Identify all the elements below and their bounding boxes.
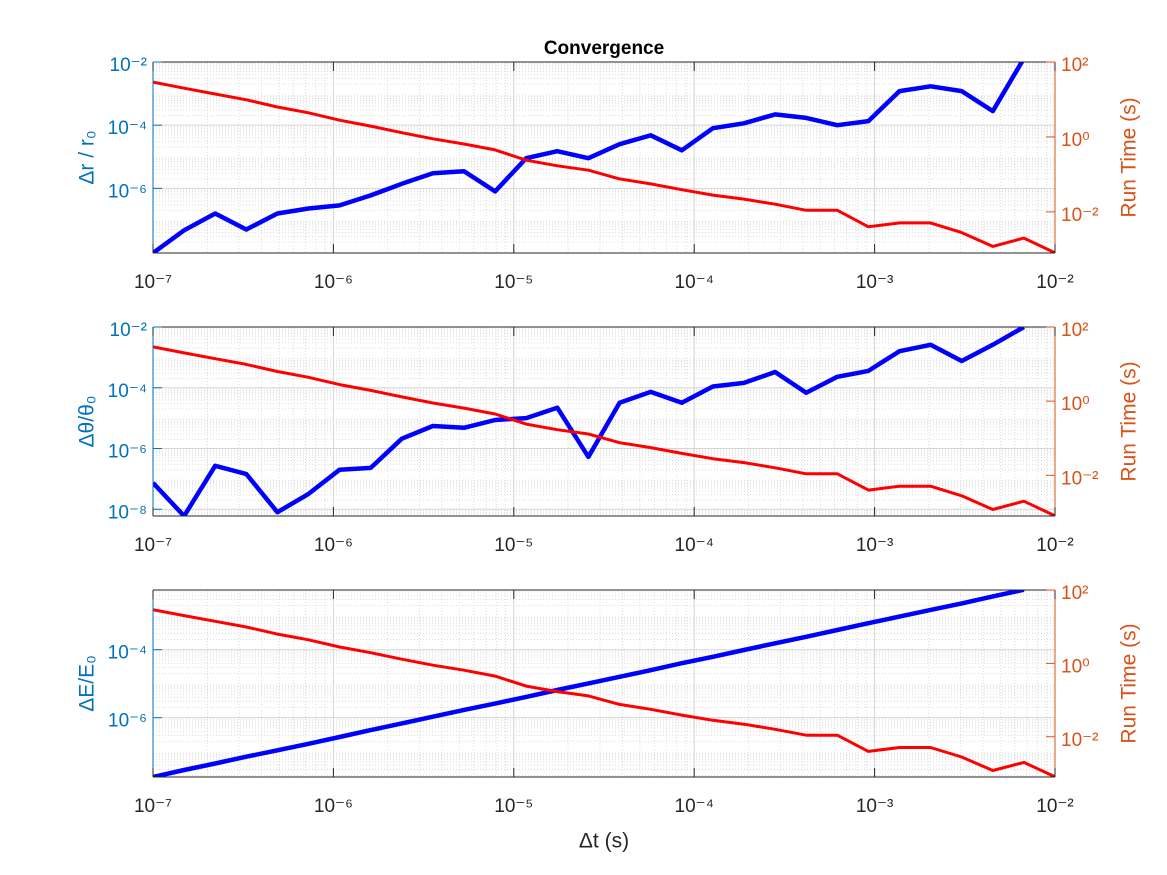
y-tick-label: 10⁻⁴ xyxy=(108,381,147,402)
data-line xyxy=(153,608,1055,777)
chart-title: Convergence xyxy=(544,38,664,59)
y2-tick-label: 10⁰ xyxy=(1061,394,1090,415)
x-tick-label: 10⁻⁷ xyxy=(134,272,172,293)
y2-tick-label: 10⁻² xyxy=(1061,468,1099,489)
y2-tick-label: 10² xyxy=(1061,55,1088,76)
data-line xyxy=(153,80,1055,253)
x-tick-label: 10⁻⁶ xyxy=(314,535,353,556)
y2-axis-label: Run Time (s) xyxy=(1118,97,1141,217)
y2-tick-label: 10² xyxy=(1061,320,1088,341)
x-tick-label: 10⁻² xyxy=(1036,272,1074,293)
y-tick-label: 10⁻⁸ xyxy=(108,502,147,523)
y2-tick-label: 10⁻² xyxy=(1061,205,1099,226)
y2-tick-label: 10⁻² xyxy=(1061,730,1099,751)
x-tick-label: 10⁻⁶ xyxy=(314,272,353,293)
y-axis-label: Δr / r₀ xyxy=(76,130,99,184)
x-axis-label: Δt (s) xyxy=(579,830,629,853)
x-tick-label: 10⁻⁴ xyxy=(675,535,714,556)
data-line xyxy=(153,590,1025,777)
y2-tick-label: 10⁰ xyxy=(1061,130,1090,151)
y-tick-label: 10⁻⁴ xyxy=(108,118,147,139)
x-tick-label: 10⁻⁴ xyxy=(675,272,714,293)
x-tick-label: 10⁻³ xyxy=(856,272,894,293)
x-tick-label: 10⁻⁴ xyxy=(675,796,714,817)
y2-tick-label: 10² xyxy=(1061,583,1088,604)
y-tick-label: 10⁻⁴ xyxy=(108,643,147,664)
y-tick-label: 10⁻⁶ xyxy=(108,442,147,463)
x-tick-label: 10⁻⁵ xyxy=(494,535,533,556)
x-tick-label: 10⁻² xyxy=(1036,535,1074,556)
x-tick-label: 10⁻⁷ xyxy=(134,796,172,817)
y-axis-label: Δθ/θ₀ xyxy=(76,396,99,448)
x-tick-label: 10⁻⁵ xyxy=(494,796,533,817)
y-tick-label: 10⁻² xyxy=(110,55,148,76)
x-tick-label: 10⁻⁷ xyxy=(134,535,172,556)
data-line xyxy=(153,62,1025,253)
y2-tick-label: 10⁰ xyxy=(1061,656,1090,677)
x-tick-label: 10⁻⁶ xyxy=(314,796,353,817)
y-axis-label: ΔE/E₀ xyxy=(76,655,99,712)
data-line xyxy=(153,327,1026,516)
x-tick-label: 10⁻³ xyxy=(856,535,894,556)
data-line xyxy=(153,345,1055,516)
y-tick-label: 10⁻² xyxy=(110,320,148,341)
y2-axis-label: Run Time (s) xyxy=(1118,623,1141,743)
x-tick-label: 10⁻² xyxy=(1036,796,1074,817)
y2-axis-label: Run Time (s) xyxy=(1118,361,1141,481)
x-tick-label: 10⁻³ xyxy=(856,796,894,817)
x-tick-label: 10⁻⁵ xyxy=(494,272,533,293)
y-tick-label: 10⁻⁶ xyxy=(108,711,147,732)
y-tick-label: 10⁻⁶ xyxy=(108,181,147,202)
